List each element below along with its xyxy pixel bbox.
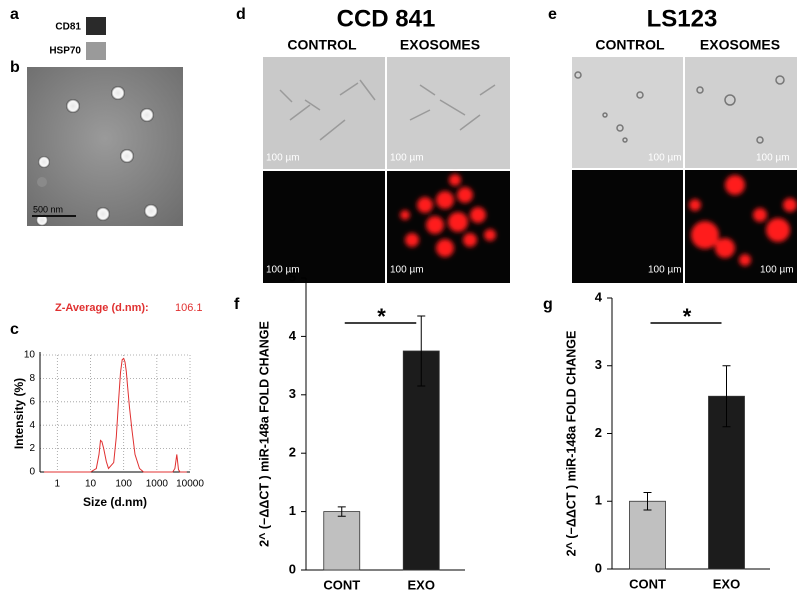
scale-bar-label: 100 µm <box>760 265 794 276</box>
scale-bar-label: 100 µm <box>756 153 790 164</box>
y-tick-label: 4 <box>29 420 35 431</box>
error-bar <box>417 315 426 387</box>
scale-bar-label: 100 µm <box>266 265 300 276</box>
y-tick-label: 2 <box>289 445 296 460</box>
panel-label: d <box>236 6 246 23</box>
x-tick-label: CONT <box>323 577 360 592</box>
panel-title: CCD 841 <box>337 5 436 32</box>
x-axis-label: Size (d.nm) <box>83 495 147 509</box>
x-tick-label: 10000 <box>176 479 204 490</box>
x-tick-label: EXO <box>713 576 740 591</box>
data-line <box>44 357 187 473</box>
x-tick-label: CONT <box>629 576 666 591</box>
scale-bar-label: 100 µm <box>390 265 424 276</box>
error-bar <box>337 506 346 517</box>
y-tick-label: 0 <box>595 560 602 575</box>
y-tick-label: 0 <box>29 467 35 478</box>
y-tick-label: 0 <box>289 561 296 576</box>
y-tick-label: 1 <box>595 493 602 508</box>
band-label: CD81 <box>55 22 81 33</box>
scale-bar-label: 100 µm <box>648 265 682 276</box>
y-axis-label: 2^ (−ΔΔCT ) miR-148a FOLD CHANGE <box>564 331 578 557</box>
panel-label: b <box>10 59 20 76</box>
blot-band <box>86 42 106 60</box>
significance-label: * <box>377 304 386 329</box>
y-axis-label: 2^ (−ΔΔCT ) miR-148a FOLD CHANGE <box>257 321 271 547</box>
error-bar <box>722 365 731 428</box>
y-tick-label: 3 <box>289 386 296 401</box>
panel-label: g <box>543 296 553 313</box>
scale-bar-label: 100 µm <box>390 153 424 164</box>
y-tick-label: 5 <box>289 269 296 284</box>
y-axis-label: Intensity (%) <box>12 378 26 449</box>
y-tick-label: 3 <box>595 357 602 372</box>
panel-title: LS123 <box>647 5 718 32</box>
scale-bar-label: 100 µm <box>648 153 682 164</box>
tem-image <box>27 67 183 226</box>
y-tick-label: 6 <box>29 396 35 407</box>
scale-bar-label: 100 µm <box>266 153 300 164</box>
y-tick-label: 8 <box>29 373 35 384</box>
x-tick-label: 10 <box>85 479 97 490</box>
x-tick-label: 100 <box>115 479 132 490</box>
x-tick-label: 1 <box>55 479 61 490</box>
column-label: CONTROL <box>287 37 357 53</box>
y-tick-label: 2 <box>29 443 35 454</box>
y-tick-label: 4 <box>289 328 297 343</box>
micrograph-grid <box>263 57 510 283</box>
y-tick-label: 10 <box>24 350 36 361</box>
panel-label: f <box>234 296 240 313</box>
column-label: EXOSOMES <box>400 37 480 53</box>
x-tick-label: 1000 <box>146 479 169 490</box>
x-tick-label: EXO <box>408 577 435 592</box>
column-label: EXOSOMES <box>700 37 780 53</box>
bar <box>629 500 666 570</box>
column-label: CONTROL <box>595 37 665 53</box>
significance-label: * <box>683 304 692 329</box>
panel-label: c <box>10 321 19 338</box>
band-label: HSP70 <box>49 46 81 57</box>
y-tick-label: 1 <box>289 503 296 518</box>
annotation: Z-Average (d.nm): <box>55 302 149 314</box>
scale-bar-label: 500 nm <box>33 204 63 214</box>
panel-label: a <box>10 6 19 23</box>
bar <box>402 350 440 571</box>
error-bar <box>643 491 652 511</box>
y-tick-label: 2 <box>595 425 602 440</box>
micrograph-grid <box>572 57 797 283</box>
y-tick-label: 4 <box>595 289 603 304</box>
blot-band <box>86 17 106 35</box>
bar <box>323 511 361 571</box>
annotation-value: 106.1 <box>175 302 203 314</box>
panel-label: e <box>548 6 557 23</box>
